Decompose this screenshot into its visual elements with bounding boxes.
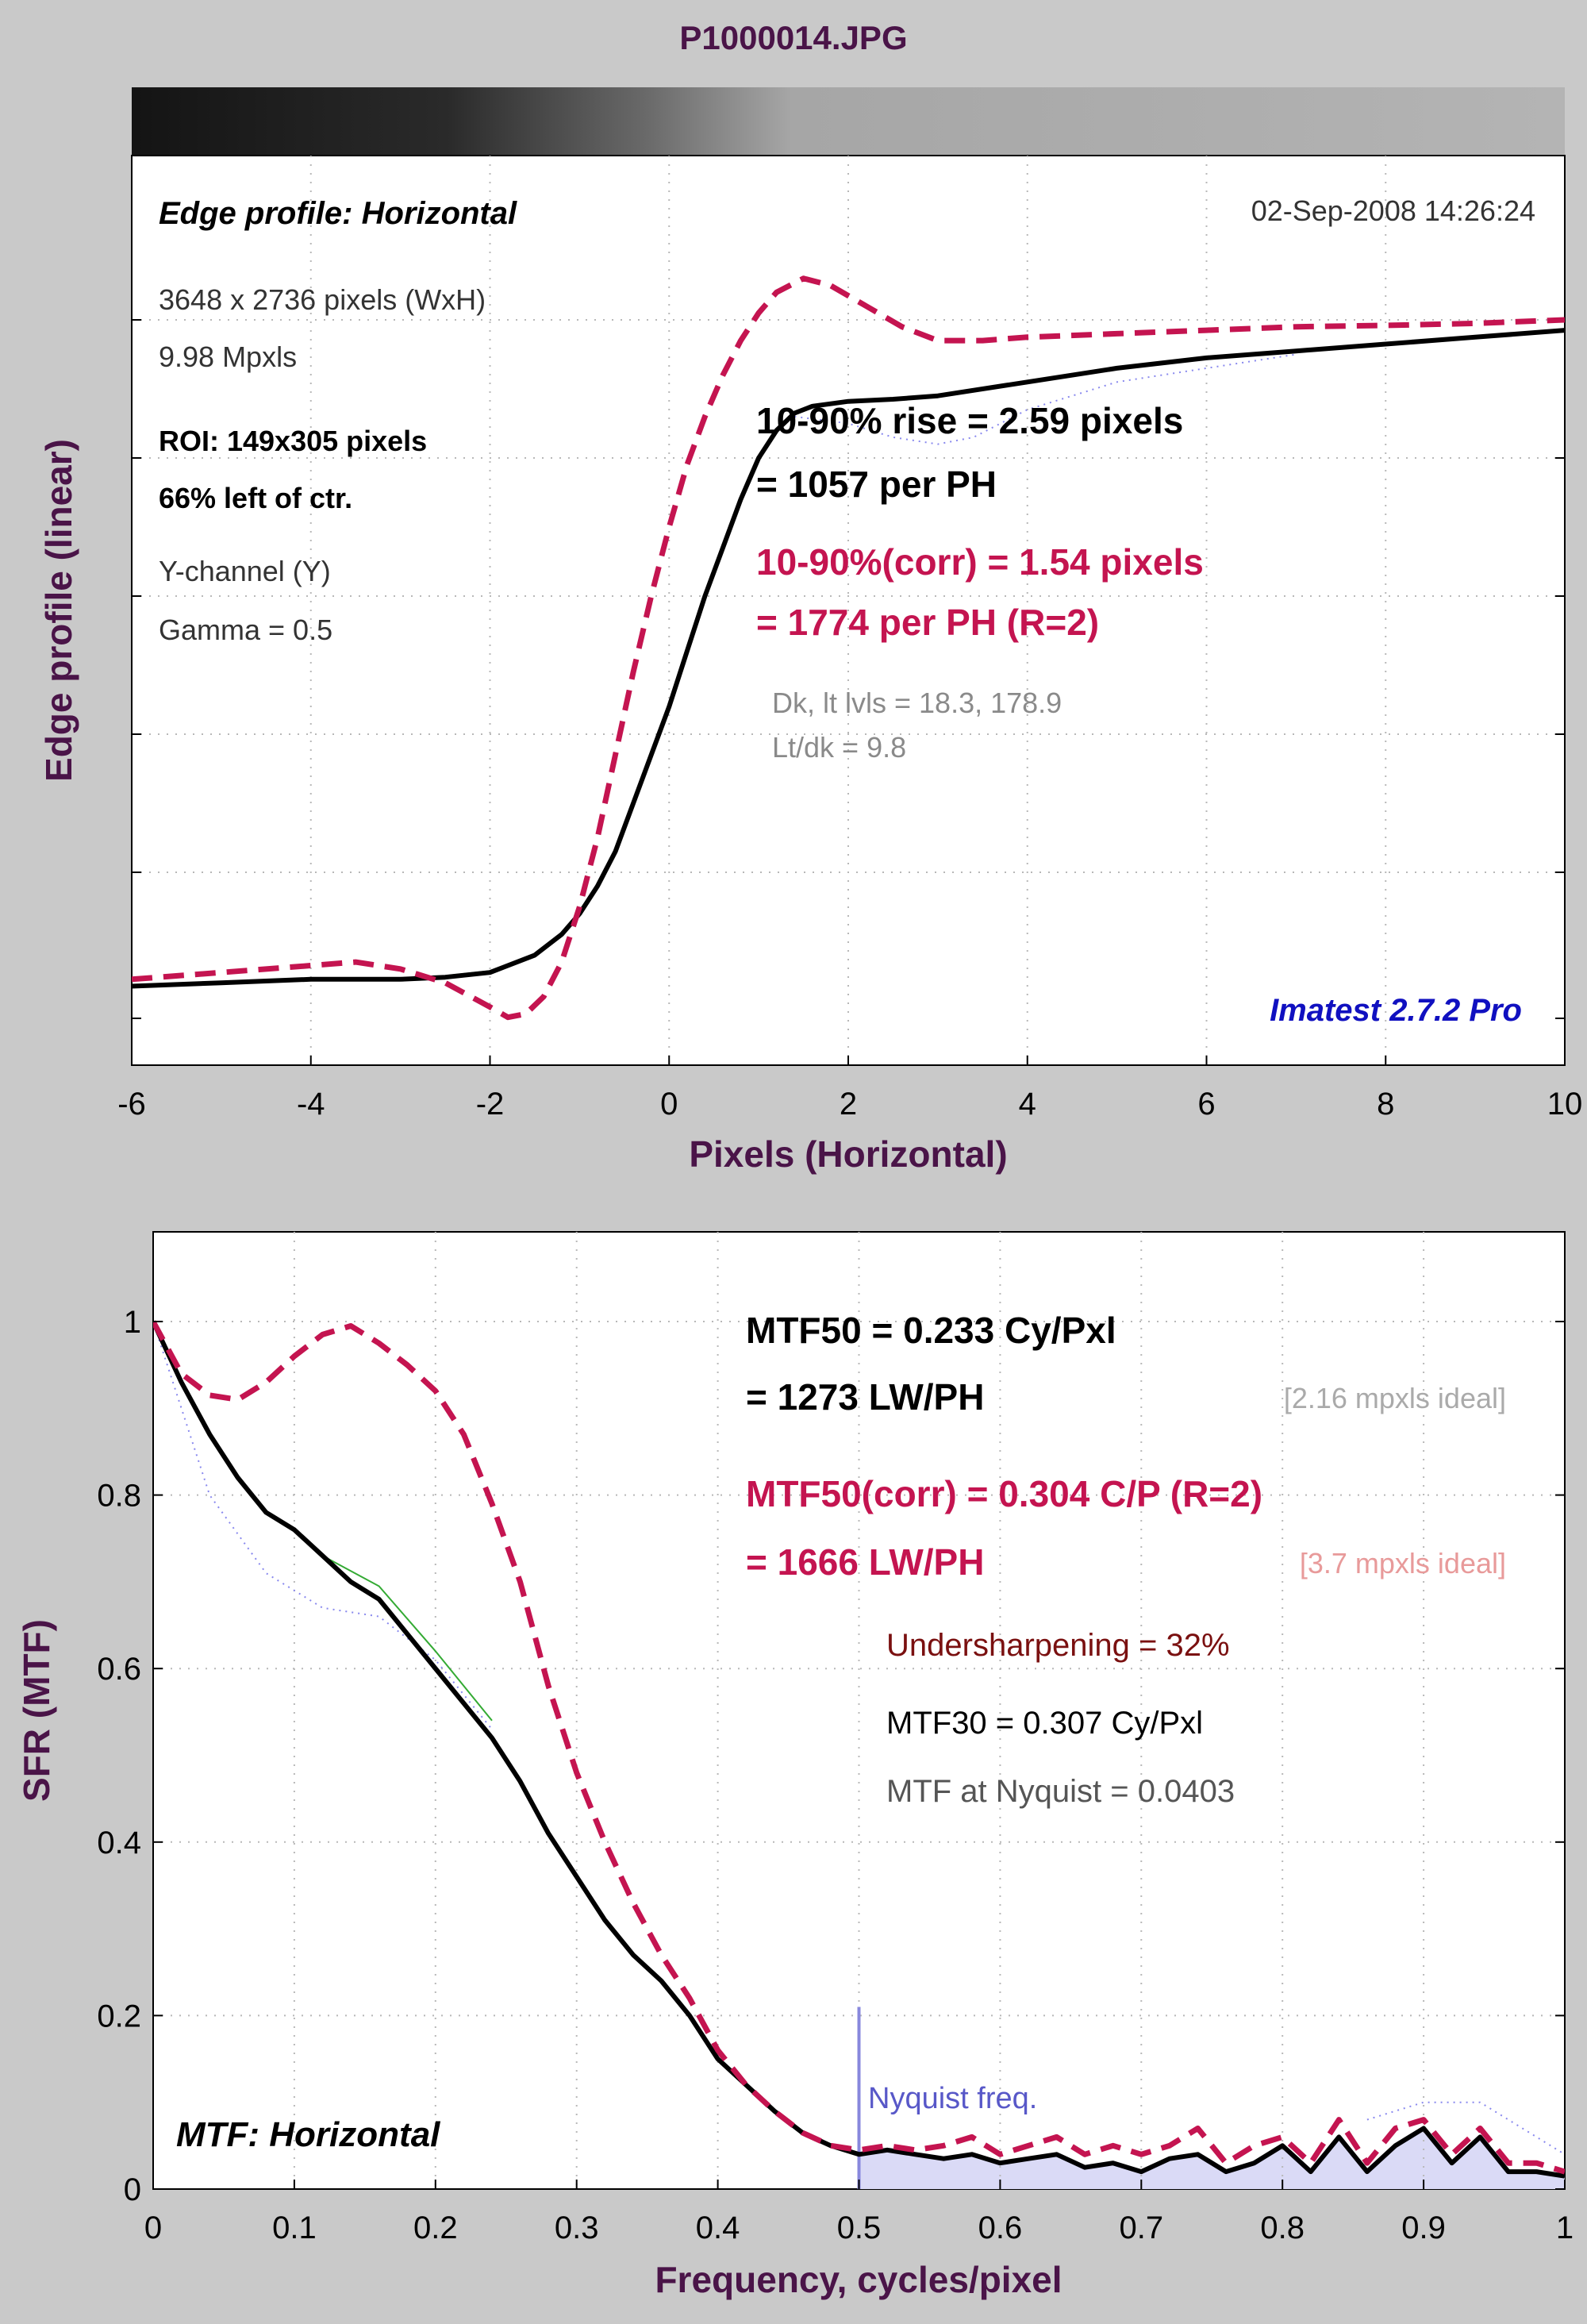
mtf-y-tick-label: 1 [124,1305,141,1340]
edge-info-block: 3648 x 2736 pixels (WxH) 9.98 Mpxls ROI: 1… [159,283,486,646]
mtf-green-trace [322,1555,493,1722]
corr-rise-line-1: 10-90%(corr) = 1.54 pixels [756,541,1204,583]
mtf30-text: MTF30 = 0.307 Cy/Pxl [886,1706,1203,1741]
edge-x-tick-label: 6 [1197,1087,1215,1122]
edge-x-tick-label: -4 [297,1087,325,1122]
mtf-y-tick-label: 0.4 [97,1826,141,1860]
mtf-x-axis-label: Frequency, cycles/pixel [655,2259,1062,2300]
edge-x-tick-label: -6 [117,1087,146,1122]
mtf-x-tick-label: 1 [1556,2210,1574,2245]
mtf-y-tick-label: 0.2 [97,1999,141,2034]
edge-grid [132,156,1565,1065]
corr-rise-line-2: = 1774 per PH (R=2) [756,602,1099,643]
mtf50-corr-line-2: = 1666 LW/PH [746,1541,984,1583]
edge-x-tick-label: 10 [1547,1087,1583,1122]
mtf-x-tick-label: 0.7 [1119,2210,1163,2245]
edge-timestamp: 02-Sep-2008 14:26:24 [1251,194,1535,227]
edge-x-tick-label: 0 [660,1087,678,1122]
edge-y-axis-label: Edge profile (linear) [38,439,79,782]
mtf-y-tick-label: 0.8 [97,1479,141,1514]
mtf-x-tick-label: 0.2 [413,2210,458,2245]
mtf-y-ticks: 0 0.2 0.4 0.6 0.8 1 [97,1305,1565,2207]
mtf50-corr-line-1: MTF50(corr) = 0.304 C/P (R=2) [746,1473,1262,1514]
mtf-dotted-tail [1366,2101,1565,2156]
mtf-y-axis-label: SFR (MTF) [16,1619,57,1802]
edge-info-line: Y-channel (Y) [159,555,331,587]
edge-x-tick-label: 8 [1377,1087,1394,1122]
edge-info-line: 9.98 Mpxls [159,341,297,373]
edge-info-line: 3648 x 2736 pixels (WxH) [159,283,486,316]
edge-info-line: 66% left of ctr. [159,482,352,514]
mtf-header: MTF: Horizontal [176,2115,440,2154]
mtf50-line-1: MTF50 = 0.233 Cy/Pxl [746,1310,1116,1351]
mtf50-line-2: = 1273 LW/PH [746,1376,984,1418]
mtf-corrected-line [153,1320,1565,2175]
levels-line-2: Lt/dk = 9.8 [772,731,906,764]
nyquist-fill-region [859,2128,1565,2189]
edge-x-tick-label: 2 [840,1087,857,1122]
mtf-x-tick-label: 0.8 [1260,2210,1305,2245]
edge-measured-line [132,328,1565,989]
mtf-panel: 0 0.1 0.2 0.3 0.4 0.5 0.6 0.7 0.8 0.9 1 0 0.2 0.4 0.6… [16,1231,1574,2300]
ideal-note-1: [2.16 mpxls ideal] [1284,1382,1506,1414]
mtf-x-tick-label: 0.9 [1401,2210,1446,2245]
levels-line-1: Dk, lt lvls = 18.3, 178.9 [772,687,1062,719]
edge-series [132,275,1565,1021]
edge-corrected-line [132,275,1565,1021]
mtf-y-tick-label: 0 [124,2172,141,2207]
edge-info-line: Gamma = 0.5 [159,614,332,646]
edge-header: Edge profile: Horizontal [159,196,517,231]
undersharpening-text: Undersharpening = 32% [886,1628,1230,1663]
mtf-x-tick-label: 0.3 [555,2210,599,2245]
figure-title: P1000014.JPG [679,19,907,56]
ideal-note-2: [3.7 mpxls ideal] [1300,1547,1506,1579]
edge-gradient-strip [132,87,1565,156]
edge-profile-panel: -6 -4 -2 0 2 4 6 8 10 Edge profile: Horizontal 0… [38,87,1582,1175]
edge-x-tick-label: -2 [476,1087,505,1122]
mtf-x-tick-label: 0 [144,2210,162,2245]
mtf-x-tick-label: 0.6 [978,2210,1023,2245]
mtf-measured-line [153,1320,1565,2179]
edge-x-axis-label: Pixels (Horizontal) [689,1133,1007,1175]
nyquist-label: Nyquist freq. [868,2082,1037,2115]
mtf-series [153,1320,1565,2179]
mtf-y-tick-label: 0.6 [97,1652,141,1687]
imatest-watermark: Imatest 2.7.2 Pro [1270,993,1522,1028]
mtf-x-tick-label: 0.4 [696,2210,740,2245]
edge-x-tick-label: 4 [1019,1087,1036,1122]
mtf-nyquist-text: MTF at Nyquist = 0.0403 [886,1774,1235,1809]
edge-x-ticks: -6 -4 -2 0 2 4 6 8 10 [117,1056,1582,1122]
mtf-x-ticks: 0 0.1 0.2 0.3 0.4 0.5 0.6 0.7 0.8 0.9 1 [144,2180,1574,2245]
rise-line-1: 10-90% rise = 2.59 pixels [756,400,1183,441]
rise-line-2: = 1057 per PH [756,464,997,505]
mtf-x-tick-label: 0.5 [837,2210,882,2245]
edge-info-line: ROI: 149x305 pixels [159,425,427,457]
mtf-x-tick-label: 0.1 [272,2210,317,2245]
